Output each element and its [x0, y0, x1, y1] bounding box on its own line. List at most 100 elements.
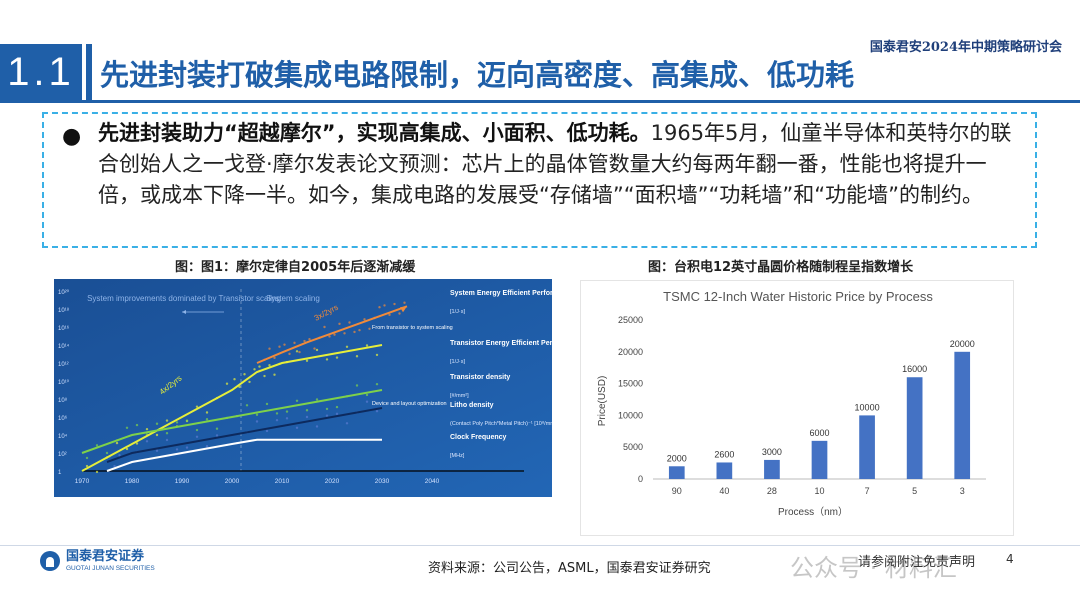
- y-tick-label: 10²: [58, 452, 67, 458]
- sample-dot: [113, 464, 116, 468]
- section-accent-bar: [86, 44, 92, 100]
- sample-dot: [308, 337, 311, 341]
- sample-dot: [105, 451, 109, 455]
- sample-dot: [185, 446, 189, 449]
- header-divider: [0, 100, 1080, 103]
- sample-dot: [313, 347, 316, 350]
- sample-dot: [175, 421, 179, 424]
- sample-dot: [155, 449, 159, 452]
- chart1-background: [54, 279, 552, 497]
- sample-dot: [255, 420, 259, 423]
- disclaimer-note: 请参阅附注免责声明: [858, 555, 976, 570]
- sample-dot: [365, 393, 369, 397]
- series-line: [106, 407, 383, 463]
- y-tick-label: 10⁶: [58, 415, 68, 422]
- sample-dot: [398, 312, 401, 315]
- sample-dot: [345, 345, 349, 348]
- sample-dot: [375, 353, 379, 357]
- sample-dot: [335, 412, 339, 416]
- x-tick-label: 2020: [325, 478, 340, 485]
- chart2-ylabel: Price(USD): [597, 376, 608, 427]
- sample-dot: [85, 464, 89, 468]
- sample-dot: [265, 429, 269, 433]
- footer-divider: [0, 545, 1080, 546]
- sample-dot: [348, 321, 351, 324]
- y-tick-label: 10²⁰: [58, 289, 70, 296]
- legend-name: System Energy Efficient Performance: [450, 290, 552, 297]
- price-bar: [906, 377, 923, 479]
- sample-dot: [278, 345, 281, 348]
- company-name-cn: 国泰君安证券: [66, 548, 145, 563]
- sample-dot: [338, 322, 341, 326]
- legend-unit: [1/J·s]: [450, 309, 465, 315]
- sample-dot: [243, 373, 246, 376]
- sample-dot: [275, 418, 279, 422]
- sample-dot: [383, 304, 386, 307]
- sample-dot: [305, 359, 309, 362]
- bar-value-label: 3000: [762, 447, 782, 457]
- moore-law-chart-svg: 1 10² 10⁴ 10⁶ 10⁸ 10¹⁰ 10¹² 10¹⁴ 10¹⁶ 10¹⁸ 10²⁰ 19…: [54, 279, 584, 497]
- y-tick-label: 10⁸: [58, 397, 68, 404]
- sample-dot: [365, 400, 369, 403]
- sample-dot: [283, 343, 286, 346]
- slide-title: 先进封装打破集成电路限制，迈向高密度、高集成、低功耗: [100, 58, 855, 92]
- watermark: 公众号 · 材料汇: [790, 554, 957, 582]
- note-b: Device and layout optimization: [372, 401, 447, 407]
- sample-dot: [225, 382, 229, 385]
- sample-dot: [258, 365, 261, 368]
- sample-dot: [125, 426, 129, 429]
- moore-law-chart: 1 10² 10⁴ 10⁶ 10⁸ 10¹⁰ 10¹² 10¹⁴ 10¹⁶ 10¹⁸ 10²⁰ 19…: [54, 279, 584, 497]
- sample-dot: [315, 348, 319, 352]
- sample-dot: [195, 435, 199, 438]
- x-tick-label: 7: [865, 486, 870, 496]
- sample-dot: [298, 350, 301, 354]
- source-note: 资料来源：公司公告，ASML，国泰君安证券研究: [428, 561, 711, 576]
- sample-dot: [358, 328, 361, 332]
- summary-body: 1965年5月，仙童半导体和英特尔的联合创始人之一戈登·摩尔发表论文预测：芯片上…: [98, 121, 1012, 207]
- sample-dot: [375, 382, 379, 386]
- sample-dot: [165, 438, 169, 442]
- y-tick-label: 10⁴: [58, 433, 68, 440]
- tsmc-price-chart: TSMC 12-Inch Water Historic Price by Pro…: [580, 280, 1014, 536]
- sample-dot: [215, 434, 219, 437]
- y-tick-label: 10000: [618, 410, 643, 420]
- y-tick-label: 20000: [618, 347, 643, 357]
- legend-name: Transistor Energy Efficient Performance: [450, 340, 552, 347]
- legend-unit: (Contact Poly Pitch*Metal Pitch)⁻¹ [10⁸/…: [450, 420, 552, 427]
- sample-dot: [343, 332, 346, 335]
- sample-dot: [323, 325, 326, 329]
- y-tick-label: 0: [638, 474, 643, 484]
- sample-dot: [185, 419, 189, 422]
- sample-dot: [195, 428, 199, 432]
- sample-dot: [355, 384, 359, 387]
- y-tick-label: 10¹⁰: [58, 379, 70, 386]
- series-line: [106, 438, 382, 472]
- y-tick-label: 10¹⁴: [58, 343, 70, 350]
- sample-dot: [165, 432, 169, 435]
- sample-dot: [125, 447, 129, 451]
- sample-dot: [205, 411, 209, 414]
- chart2-xlabel: Process（nm）: [778, 506, 848, 518]
- sample-dot: [145, 427, 149, 431]
- x-tick-label: 2030: [375, 478, 390, 485]
- sample-dot: [268, 347, 271, 350]
- sample-dot: [253, 368, 256, 371]
- x-tick-label: 1970: [75, 478, 90, 485]
- page-number: 4: [1006, 552, 1014, 566]
- y-tick-label: 10¹²: [58, 362, 69, 368]
- summary-lead: 先进封装助力“超越摩尔”，实现高集成、小面积、低功耗。: [98, 121, 651, 145]
- x-tick-label: 2040: [425, 478, 440, 485]
- x-tick-label: 90: [672, 486, 682, 496]
- sample-dot: [275, 412, 279, 415]
- sample-dot: [365, 344, 369, 347]
- y-tick-label: 10¹⁸: [58, 307, 70, 314]
- sample-dot: [273, 356, 276, 360]
- sample-dot: [388, 313, 391, 317]
- sample-dot: [155, 433, 159, 437]
- price-bar: [716, 462, 733, 479]
- x-tick-label: 2010: [275, 478, 290, 485]
- left-arrow-head: [182, 310, 186, 314]
- x-tick-label: 1980: [125, 478, 140, 485]
- sample-dot: [285, 417, 289, 420]
- sample-dot: [325, 414, 329, 417]
